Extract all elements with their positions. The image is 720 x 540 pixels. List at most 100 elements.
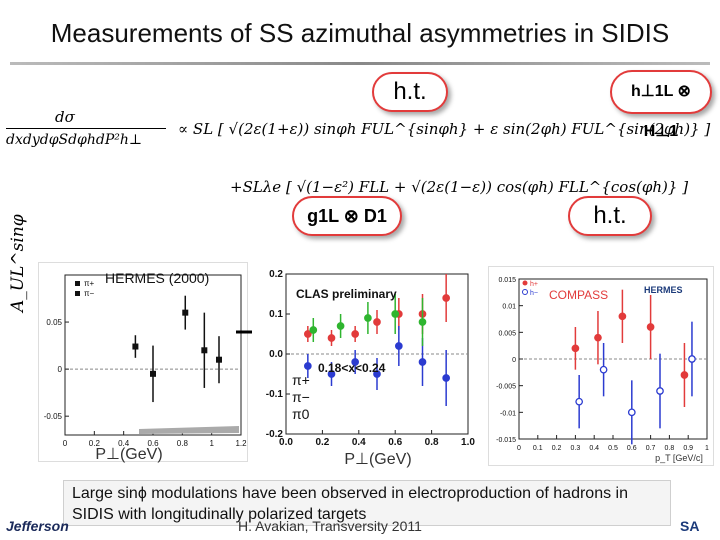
data-point (373, 370, 381, 378)
data-point (150, 370, 156, 377)
legend-label: π+ (84, 279, 95, 288)
fraction-bar (6, 128, 166, 129)
x-tick-label: 0.1 (533, 445, 543, 452)
bubble-h-product: h⊥1L ⊗ H⊥1 (610, 70, 712, 140)
y-tick-label: 0.005 (498, 330, 516, 337)
y-tick-label: -0.015 (496, 437, 516, 444)
legend-marker (522, 289, 528, 295)
bin-annotation: 0.18<x<0.24 (318, 361, 386, 375)
data-point (201, 347, 208, 354)
x-tick-label: 0.2 (552, 445, 562, 452)
y-tick-label: 0.2 (269, 269, 283, 280)
x-tick-label: 0.9 (683, 445, 693, 452)
x-tick-label: 0.2 (315, 437, 329, 448)
data-point (303, 330, 312, 338)
legend-marker (522, 280, 528, 286)
compass-panel: 0 0.1 0.2 0.3 0.4 0.5 0.6 0.7 0.8 0.9 1 0.015 0.01 0.… (488, 266, 714, 466)
x-tick-label: 0.8 (665, 445, 675, 452)
data-point (303, 362, 312, 370)
slide-title: Measurements of SS azimuthal asymmetries… (50, 18, 670, 48)
x-axis-label: P⊥(GeV) (344, 451, 411, 468)
x-tick-label: 0.0 (279, 437, 293, 448)
systematic-band (139, 426, 239, 434)
data-point (627, 408, 636, 417)
legend-marker (75, 291, 80, 296)
x-tick-label: 0.2 (89, 439, 101, 448)
title-divider (10, 62, 710, 65)
x-tick-label: 0.4 (118, 439, 130, 448)
compass-chart: 0 0.1 0.2 0.3 0.4 0.5 0.6 0.7 0.8 0.9 1 0.015 0.01 0.… (496, 277, 709, 463)
data-point (571, 344, 580, 353)
data-point (618, 312, 627, 321)
x-tick-label: 0.8 (177, 439, 189, 448)
chart-title: COMPASS (549, 288, 608, 302)
legend-label-pi-plus: π+ (292, 372, 310, 388)
x-tick-label: 1.2 (235, 439, 247, 448)
bubble-ht-bottom: h.t. (568, 196, 652, 236)
data-point (418, 318, 427, 326)
y-tick-label: 0 (58, 365, 63, 374)
legend-label: h− (530, 290, 538, 297)
data-point (373, 318, 381, 326)
data-point (351, 358, 360, 366)
x-tick-label: 1 (705, 445, 709, 452)
x-tick-label: 0.6 (147, 439, 159, 448)
data-point (336, 322, 345, 330)
y-tick-label: 0.015 (498, 277, 516, 284)
formula-lhs-denominator: dxdydφSdφhdP²h⊥ (6, 132, 143, 148)
data-point (132, 343, 139, 350)
x-tick-label: 0 (63, 439, 68, 448)
data-point (680, 371, 689, 379)
x-tick-label: 1.0 (461, 437, 475, 448)
y-tick-label: -0.2 (266, 429, 284, 440)
x-tick-label: 1 (209, 439, 214, 448)
plot-frame (518, 278, 708, 440)
chart-title: CLAS preliminary (296, 287, 397, 301)
x-tick-label: 0.7 (646, 445, 656, 452)
data-point (575, 397, 584, 406)
y-tick-label: -0.05 (44, 412, 63, 421)
clas-panel: 0.0 0.2 0.4 0.6 0.8 1.0 0.2 0.1 0.0 -0.1 -0.2 CLAS … (252, 262, 478, 472)
y-tick-label: -0.005 (496, 384, 516, 391)
caption-box: Large sinϕ modulations have been observe… (63, 480, 671, 526)
data-point (391, 310, 400, 318)
x-tick-label: 0.4 (352, 437, 366, 448)
x-tick-label: 0 (517, 445, 521, 452)
data-point (656, 387, 664, 395)
bubble-ht-top: h.t. (372, 72, 448, 112)
legend-label-pi-zero: π0 (292, 406, 310, 422)
chart-title: HERMES (2000) (105, 270, 209, 286)
data-point (182, 309, 189, 316)
y-tick-label: -0.01 (500, 410, 516, 417)
formula-line2: +SLλe [ √(1−ε²) FLL + √(2ε(1−ε)) cos(φh)… (230, 178, 689, 196)
bubble-g-product: g1L ⊗ D1 (292, 196, 402, 236)
y-tick-label: 0.1 (269, 309, 283, 320)
formula-line1: ∝ SL [ √(2ε(1+ε)) sinφh FUL^{sinφh} + ε … (178, 120, 711, 138)
formula-lhs-numerator: dσ (55, 108, 75, 126)
footer-right-logo: SA (680, 518, 700, 534)
data-point (309, 326, 318, 334)
hermes-chart: 0 0.2 0.4 0.6 0.8 1 1.2 0.05 0 -0.05 HERMES (2000)… (44, 270, 247, 463)
data-point (442, 374, 451, 382)
data-point (351, 330, 360, 338)
clas-chart: 0.0 0.2 0.4 0.6 0.8 1.0 0.2 0.1 0.0 -0.1 -0.2 CLAS … (266, 269, 476, 468)
x-tick-label: 0.6 (388, 437, 402, 448)
x-tick-label: 0.5 (608, 445, 618, 452)
data-point (442, 294, 451, 302)
legend-label: π− (84, 289, 95, 298)
data-point (646, 323, 655, 331)
data-point (327, 370, 336, 378)
data-point (418, 358, 427, 366)
x-tick-label: 0.4 (589, 445, 599, 452)
x-tick-label: 0.8 (425, 437, 439, 448)
y-tick-label: 0.0 (269, 349, 283, 360)
y-tick-label: 0.01 (502, 304, 516, 311)
data-point (594, 333, 602, 342)
y-tick-label: 0.05 (46, 318, 62, 327)
data-point (327, 334, 336, 342)
footer-author: H. Avakian, Transversity 2011 (238, 518, 422, 534)
data-point (364, 314, 372, 322)
x-tick-label: 0.3 (571, 445, 581, 452)
legend-label: h+ (530, 281, 538, 288)
data-point (394, 342, 403, 350)
